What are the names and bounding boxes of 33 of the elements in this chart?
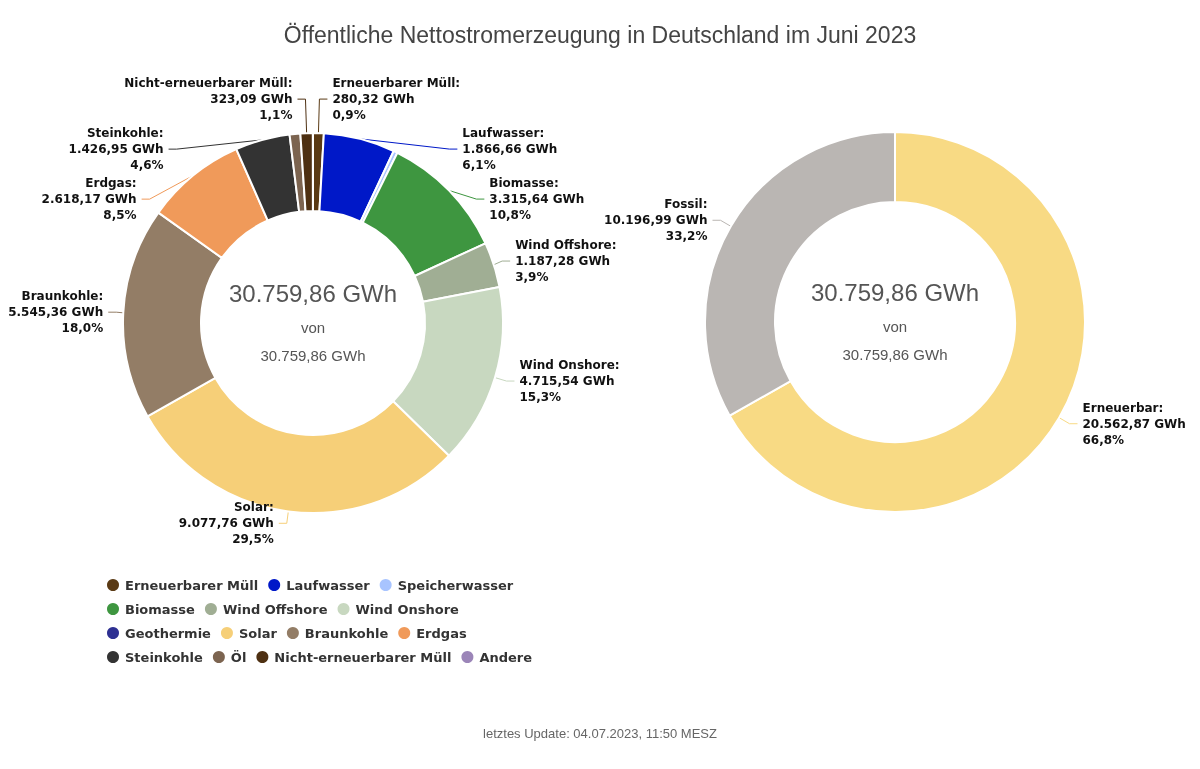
chart-title: Öffentliche Nettostromerzeugung in Deutschland im Juni 2023	[282, 22, 918, 49]
legend-label: Geothermie	[125, 625, 212, 641]
data-label: Wind Offshore: 1.187,28 GWh 3,9%	[515, 238, 617, 285]
data-label: Erneuerbar: 20.562,87 GWh 66,8%	[1082, 400, 1186, 447]
text: von	[300, 318, 326, 336]
data-label: Steinkohle: 1.426,95 GWh 4,6%	[68, 126, 164, 173]
legend-label: Braunkohle	[304, 625, 389, 641]
legend-label: Speicherwasser	[397, 577, 514, 593]
data-label: Braunkohle: 5.545,36 GWh 18,0%	[8, 289, 104, 336]
legend-label: Wind Onshore	[355, 601, 460, 617]
text: von	[882, 317, 908, 335]
text: letztes Update: 04.07.2023, 11:50 MESZ	[482, 726, 718, 741]
text: 30.759,86 GWh	[810, 278, 980, 306]
legend-label: Erneuerbarer Müll	[125, 577, 259, 593]
legend-label: Solar	[238, 625, 278, 641]
legend-label: Nicht-erneuerbarer Müll	[274, 649, 452, 665]
text: 30.759,86 GWh	[228, 279, 398, 307]
data-label: Biomasse: 3.315,64 GWh 10,8%	[489, 176, 585, 223]
data-label: Laufwasser: 1.866,66 GWh 6,1%	[462, 126, 558, 173]
data-label: Nicht-erneuerbarer Müll: 323,09 GWh 1,1%	[124, 76, 293, 123]
legend-label: Wind Offshore	[222, 601, 328, 617]
legend-label: Steinkohle	[125, 649, 204, 665]
data-label: Solar: 9.077,76 GWh 29,5%	[178, 500, 274, 547]
legend-label: Biomasse	[125, 601, 196, 617]
text: 30.759,86 GWh	[260, 346, 366, 364]
text: 30.759,86 GWh	[842, 345, 948, 363]
data-label: Erdgas: 2.618,17 GWh 8,5%	[41, 176, 137, 223]
legend-label: Laufwasser	[286, 577, 371, 593]
legend-label: Erdgas	[416, 625, 467, 641]
data-label: Erneuerbarer Müll: 280,32 GWh 0,9%	[332, 76, 461, 123]
legend-label: Andere	[479, 649, 533, 665]
legend-label: Öl	[230, 649, 247, 665]
data-label: Wind Onshore: 4.715,54 GWh 15,3%	[519, 358, 620, 405]
